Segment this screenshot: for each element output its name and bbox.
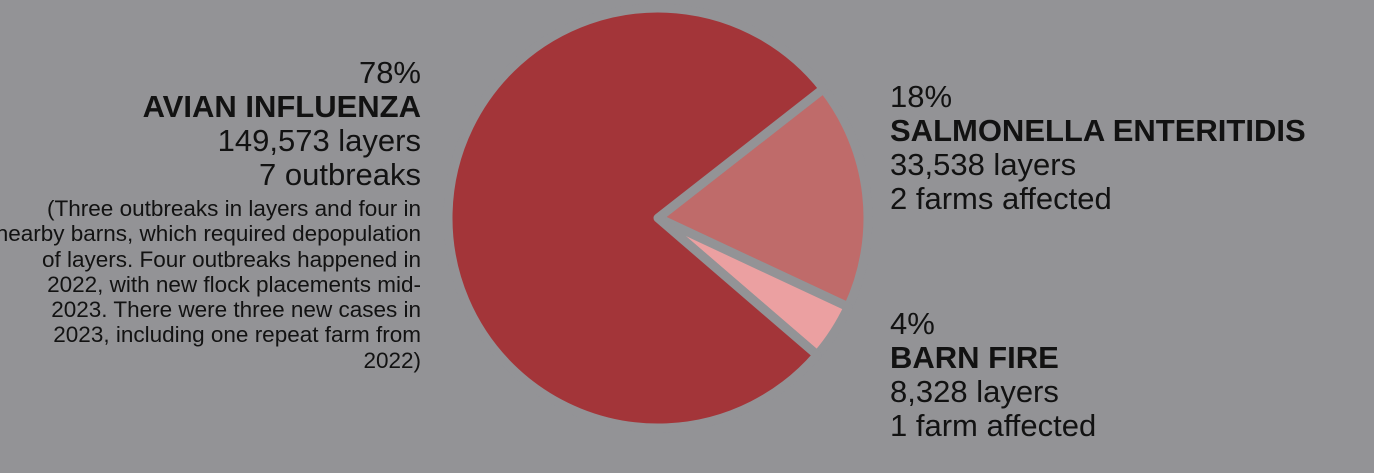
- barn-fire-label: 4% BARN FIRE 8,328 layers 1 farm affecte…: [890, 307, 1096, 443]
- avian-influenza-slice: [443, 3, 828, 433]
- avian-influenza-name: AVIAN INFLUENZA: [142, 89, 421, 124]
- barn-fire-layers: 8,328 layers: [890, 374, 1059, 409]
- barn-fire-farms: 1 farm affected: [890, 408, 1097, 443]
- pie-chart: [443, 3, 873, 433]
- salmonella-name: SALMONELLA ENTERITIDIS: [890, 113, 1306, 148]
- avian-influenza-percent: 78%: [358, 55, 421, 90]
- barn-fire-percent: 4%: [890, 306, 935, 341]
- salmonella-layers: 33,538 layers: [890, 147, 1077, 182]
- avian-influenza-label: 78% AVIAN INFLUENZA 149,573 layers 7 out…: [0, 56, 421, 373]
- avian-influenza-layers: 149,573 layers: [217, 123, 421, 158]
- avian-influenza-note: (Three outbreaks in layers and four in n…: [0, 196, 421, 373]
- salmonella-percent: 18%: [890, 79, 953, 114]
- salmonella-slice: [653, 84, 873, 312]
- avian-influenza-outbreaks: 7 outbreaks: [259, 157, 421, 192]
- barn-fire-name: BARN FIRE: [890, 340, 1059, 375]
- salmonella-label: 18% SALMONELLA ENTERITIDIS 33,538 layers…: [890, 80, 1306, 216]
- salmonella-farms: 2 farms affected: [890, 181, 1112, 216]
